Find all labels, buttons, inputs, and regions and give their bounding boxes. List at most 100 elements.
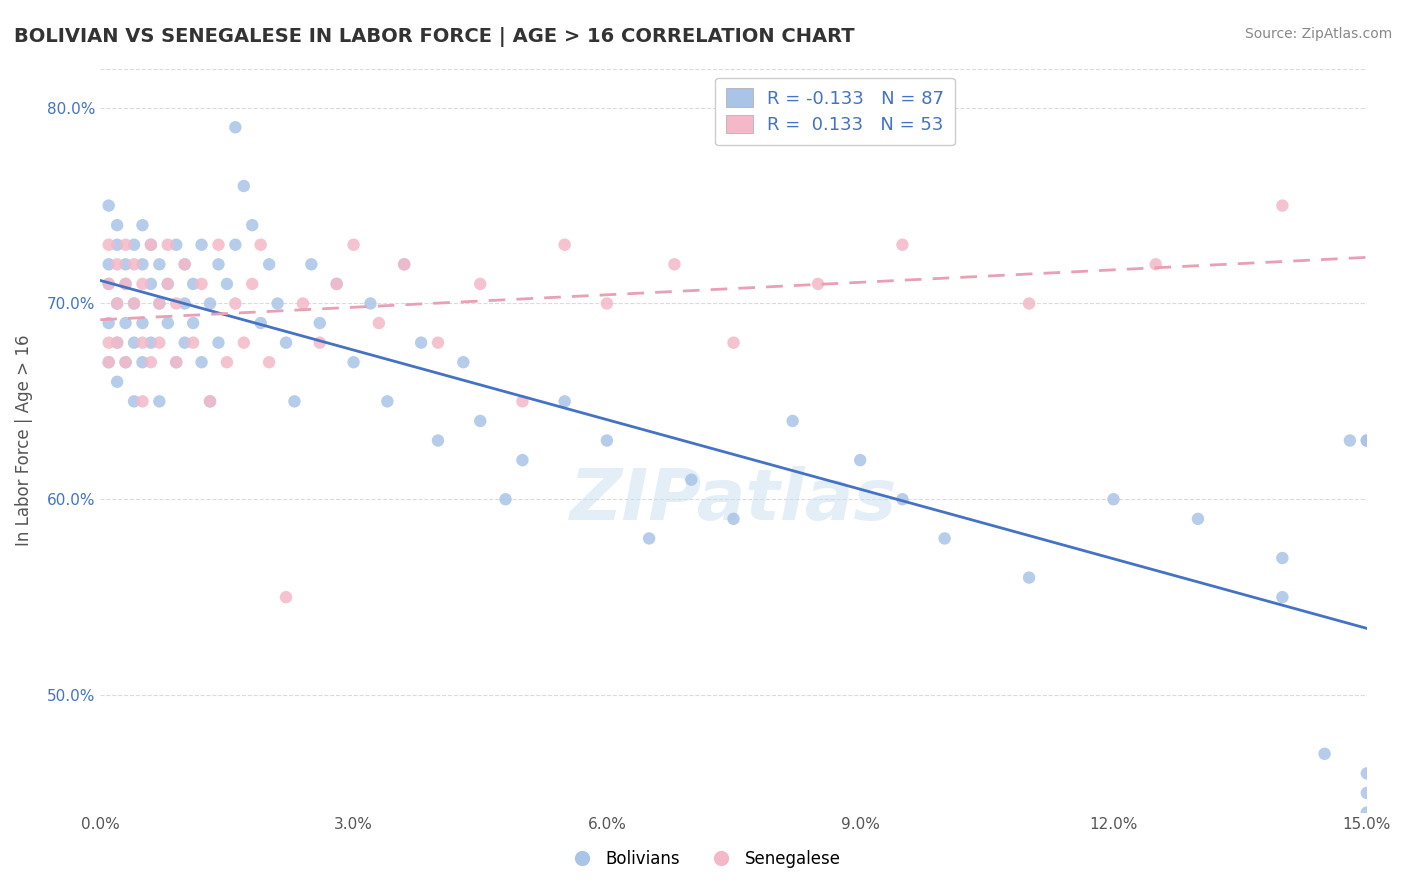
Point — [139, 355, 162, 369]
Point — [105, 218, 128, 232]
Point — [427, 434, 450, 448]
Point — [114, 316, 136, 330]
Point — [173, 257, 195, 271]
Point — [148, 296, 170, 310]
Point — [427, 335, 450, 350]
Point — [114, 355, 136, 369]
Point — [181, 277, 204, 291]
Point — [156, 277, 179, 291]
Point — [215, 277, 238, 291]
Point — [596, 296, 619, 310]
Point — [308, 316, 330, 330]
Point — [122, 394, 145, 409]
Point — [325, 277, 347, 291]
Point — [596, 434, 619, 448]
Point — [342, 237, 364, 252]
Point — [392, 257, 415, 271]
Point — [470, 414, 492, 428]
Point — [122, 296, 145, 310]
Legend: Bolivians, Senegalese: Bolivians, Senegalese — [558, 844, 848, 875]
Point — [105, 296, 128, 310]
Point — [97, 355, 120, 369]
Point — [224, 120, 246, 135]
Point — [1271, 551, 1294, 566]
Point — [173, 296, 195, 310]
Point — [97, 316, 120, 330]
Point — [148, 335, 170, 350]
Point — [165, 296, 187, 310]
Point — [198, 394, 221, 409]
Point — [224, 237, 246, 252]
Point — [274, 335, 297, 350]
Point — [97, 277, 120, 291]
Point — [105, 335, 128, 350]
Point — [105, 296, 128, 310]
Point — [891, 237, 914, 252]
Point — [114, 355, 136, 369]
Point — [934, 532, 956, 546]
Point — [266, 296, 288, 310]
Point — [453, 355, 475, 369]
Point — [392, 257, 415, 271]
Point — [1355, 805, 1378, 820]
Point — [664, 257, 686, 271]
Point — [723, 335, 745, 350]
Point — [215, 355, 238, 369]
Point — [131, 355, 153, 369]
Point — [723, 512, 745, 526]
Point — [156, 316, 179, 330]
Point — [207, 335, 229, 350]
Point — [495, 492, 517, 507]
Y-axis label: In Labor Force | Age > 16: In Labor Force | Age > 16 — [15, 334, 32, 546]
Point — [1018, 296, 1040, 310]
Point — [156, 277, 179, 291]
Point — [512, 453, 534, 467]
Point — [97, 237, 120, 252]
Point — [308, 335, 330, 350]
Point — [554, 394, 576, 409]
Point — [891, 492, 914, 507]
Point — [554, 237, 576, 252]
Point — [232, 179, 254, 194]
Point — [367, 316, 389, 330]
Point — [342, 355, 364, 369]
Point — [97, 257, 120, 271]
Point — [291, 296, 314, 310]
Point — [638, 532, 661, 546]
Point — [224, 296, 246, 310]
Point — [97, 355, 120, 369]
Point — [1271, 198, 1294, 212]
Point — [470, 277, 492, 291]
Point — [232, 335, 254, 350]
Point — [181, 316, 204, 330]
Point — [198, 394, 221, 409]
Point — [97, 277, 120, 291]
Point — [173, 257, 195, 271]
Point — [122, 237, 145, 252]
Point — [207, 237, 229, 252]
Point — [299, 257, 322, 271]
Point — [122, 335, 145, 350]
Point — [283, 394, 305, 409]
Point — [274, 590, 297, 604]
Text: ZIPatlas: ZIPatlas — [569, 466, 897, 534]
Point — [190, 355, 212, 369]
Point — [148, 257, 170, 271]
Point — [190, 237, 212, 252]
Point — [97, 335, 120, 350]
Point — [325, 277, 347, 291]
Point — [131, 316, 153, 330]
Point — [190, 277, 212, 291]
Point — [97, 198, 120, 212]
Point — [359, 296, 381, 310]
Point — [411, 335, 433, 350]
Point — [181, 335, 204, 350]
Text: BOLIVIAN VS SENEGALESE IN LABOR FORCE | AGE > 16 CORRELATION CHART: BOLIVIAN VS SENEGALESE IN LABOR FORCE | … — [14, 27, 855, 46]
Point — [165, 355, 187, 369]
Point — [131, 277, 153, 291]
Point — [131, 218, 153, 232]
Point — [122, 257, 145, 271]
Point — [1271, 590, 1294, 604]
Point — [249, 316, 271, 330]
Point — [148, 296, 170, 310]
